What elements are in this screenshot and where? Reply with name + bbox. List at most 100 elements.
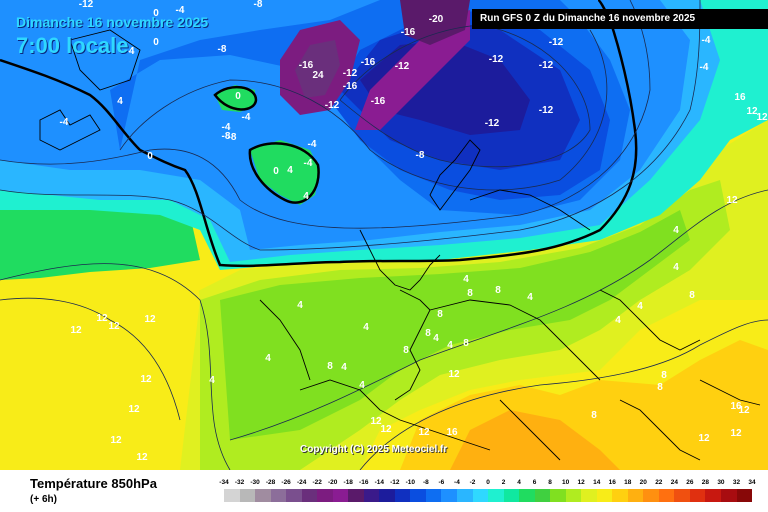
temperature-value: 0 [235,91,241,102]
scale-swatch [224,489,240,502]
temperature-value: 12 [746,106,758,117]
scale-swatch [255,489,271,502]
scale-swatch [286,489,302,502]
temperature-value: 24 [312,70,324,81]
temperature-value: 12 [738,405,750,416]
scale-swatch [410,489,426,502]
temperature-value: 4 [265,353,271,364]
copyright-notice: Copyright (C) 2025 Meteociel.fr [300,444,448,455]
temperature-value: 4 [359,380,365,391]
scale-swatch [488,489,504,502]
temperature-value: -4 [700,62,709,73]
temperature-value: -8 [416,150,425,161]
temperature-value: 12 [698,433,710,444]
temperature-value: -12 [395,61,410,72]
scale-swatch [239,489,256,502]
green-island-zone [250,140,320,205]
temperature-value: -16 [343,81,358,92]
scale-tick: -10 [405,479,416,486]
forecast-date: Dimanche 16 novembre 2025 [16,14,209,30]
scale-tick: -2 [469,479,476,486]
temperature-value: 12 [136,452,148,463]
temperature-value: 12 [380,424,392,435]
temperature-value: 12 [96,313,108,324]
scale-tick: -28 [265,479,276,486]
scale-swatch [441,489,457,502]
temperature-value: 4 [209,375,215,386]
scale-tick: -14 [374,479,384,486]
scale-tick: -32 [234,479,245,486]
scale-tick: 20 [639,479,647,486]
temperature-value: 8 [327,361,333,372]
scale-tick: 8 [548,479,552,486]
temperature-value: -12 [549,37,564,48]
scale-tick-labels: -34 -32 -30 -28 -26 -24 -22 -20 -18 -16 -14 -12 -10-… [219,479,755,489]
scale-tick: -16 [359,479,369,486]
temperature-value: 4 [363,322,369,333]
scale-swatch [363,489,380,502]
scale-swatch [721,489,737,502]
scale-swatch [472,489,489,502]
temperature-value: 4 [433,333,439,344]
temperature-value: 8 [661,370,667,381]
temperature-value: -12 [539,105,554,116]
temperature-value: -4 [60,117,69,128]
temperature-value: -12 [343,68,358,79]
temperature-value: -12 [489,54,504,65]
temperature-value: 4 [637,301,643,312]
scale-swatch [394,489,411,502]
scale-tick: 16 [608,479,616,486]
temperature-value: 4 [673,262,679,273]
temperature-value: 12 [448,369,460,380]
purple-north [400,0,470,45]
scale-tick: -30 [250,479,260,486]
run-info: Run GFS 0 Z du Dimanche 16 novembre 2025 [472,9,768,29]
scale-swatch [332,489,349,502]
zero-isotherm [0,0,638,268]
temperature-value: 12 [726,195,738,206]
scale-tick: 32 [732,479,741,486]
scale-tick: 10 [562,479,570,486]
temperature-value: 12 [418,427,430,438]
temperature-value: -16 [361,57,376,68]
purple-core-center [295,40,340,98]
scale-tick: 2 [501,479,506,486]
scale-tick: -8 [422,479,429,486]
temperature-value: -4 [242,112,251,123]
zero-isotherm-island [248,142,320,204]
temperature-value: 8 [495,285,501,296]
temperature-value: 4 [615,315,621,326]
temperature-value: -4 [222,122,231,133]
scale-tick: 22 [655,479,663,486]
temperature-value: -8 [254,0,263,10]
scale-swatch [301,489,318,502]
scale-tick: 28 [701,479,710,486]
temperature-value: -12 [539,60,554,71]
scale-tick: 30 [717,479,725,486]
scale-tick: -20 [328,479,338,486]
temperature-value: 8 [657,382,663,393]
scale-swatch [317,489,333,502]
temperature-value: -4 [126,46,135,57]
temperature-value: 16 [446,427,458,438]
temperature-value: 4 [673,225,679,236]
temperature-value: 12 [108,321,120,332]
scale-swatch [270,489,287,502]
isotherm-lines [0,0,768,470]
temperature-value: -12 [79,0,94,10]
scale-tick: -26 [281,479,291,486]
temperature-value: 4 [341,362,347,373]
scale-swatch [674,489,690,502]
scale-tick: 6 [532,479,537,486]
temperature-value: -16 [371,96,386,107]
color-scale-bar [224,489,753,502]
scale-swatch [736,489,753,502]
scale-swatch [379,489,395,502]
temperature-value: 8 [463,338,469,349]
temperature-value: 4 [447,340,453,351]
scale-swatch [519,489,535,502]
temperature-value: 12 [110,435,122,446]
temperature-value: 12 [140,374,152,385]
